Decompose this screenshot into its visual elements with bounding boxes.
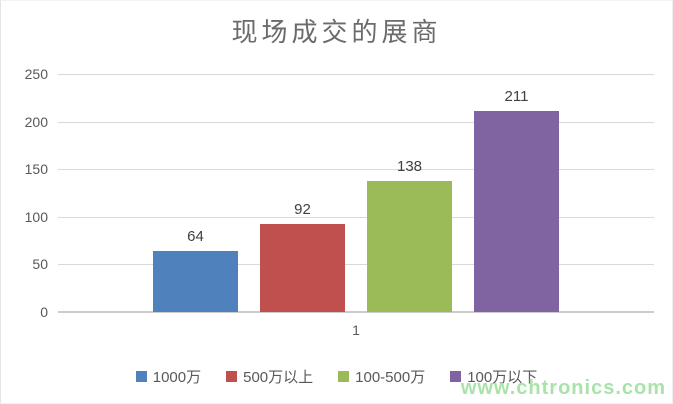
- bar-value-label: 64: [187, 228, 204, 246]
- gridline: [58, 121, 654, 123]
- legend: 1000万 500万以上 100-500万 100万以下: [1, 366, 672, 387]
- legend-label: 500万以上: [243, 369, 314, 386]
- legend-label: 1000万: [152, 369, 202, 386]
- plot-area: 64 92 138 211: [58, 74, 654, 313]
- y-axis-tick-label: 200: [24, 113, 48, 130]
- bar-value-label: 211: [504, 88, 529, 106]
- y-axis-labels: 0 50 100 150 200 250: [1, 66, 48, 320]
- y-axis-tick-label: 150: [24, 161, 48, 178]
- gridline: [58, 264, 654, 266]
- legend-item-100-500万: 100-500万: [338, 366, 425, 387]
- legend-swatch-icon: [450, 371, 462, 382]
- y-axis-tick-label: 250: [24, 66, 48, 82]
- bar-1000万: [153, 251, 238, 312]
- legend-label: 100-500万: [355, 369, 426, 386]
- gridline: [58, 169, 654, 171]
- x-axis-line: [58, 311, 654, 313]
- bar-100-500万: [367, 180, 452, 312]
- legend-item-100万以下: 100万以下: [450, 366, 537, 387]
- bar-value-label: 92: [294, 201, 311, 219]
- y-axis-tick-label: 50: [32, 256, 48, 273]
- bar-value-label: 138: [396, 157, 423, 175]
- chart-title: 现场成交的展商: [231, 17, 442, 47]
- watermark-text: www.chtronics.com: [460, 377, 666, 399]
- legend-item-500万以上: 500万以上: [226, 366, 313, 387]
- bar-100万以下: [474, 111, 559, 312]
- legend-swatch-icon: [135, 371, 147, 382]
- x-axis-category-label: 1: [352, 322, 360, 338]
- y-axis-tick-label: 0: [40, 304, 48, 320]
- legend-swatch-icon: [338, 371, 350, 382]
- legend-label: 100万以下: [467, 369, 538, 386]
- legend-item-1000万: 1000万: [135, 366, 202, 387]
- gridline: [58, 74, 654, 75]
- y-axis-tick-label: 100: [24, 208, 48, 225]
- gridline: [58, 216, 654, 218]
- legend-swatch-icon: [226, 371, 238, 382]
- bar-500万以上: [260, 224, 345, 312]
